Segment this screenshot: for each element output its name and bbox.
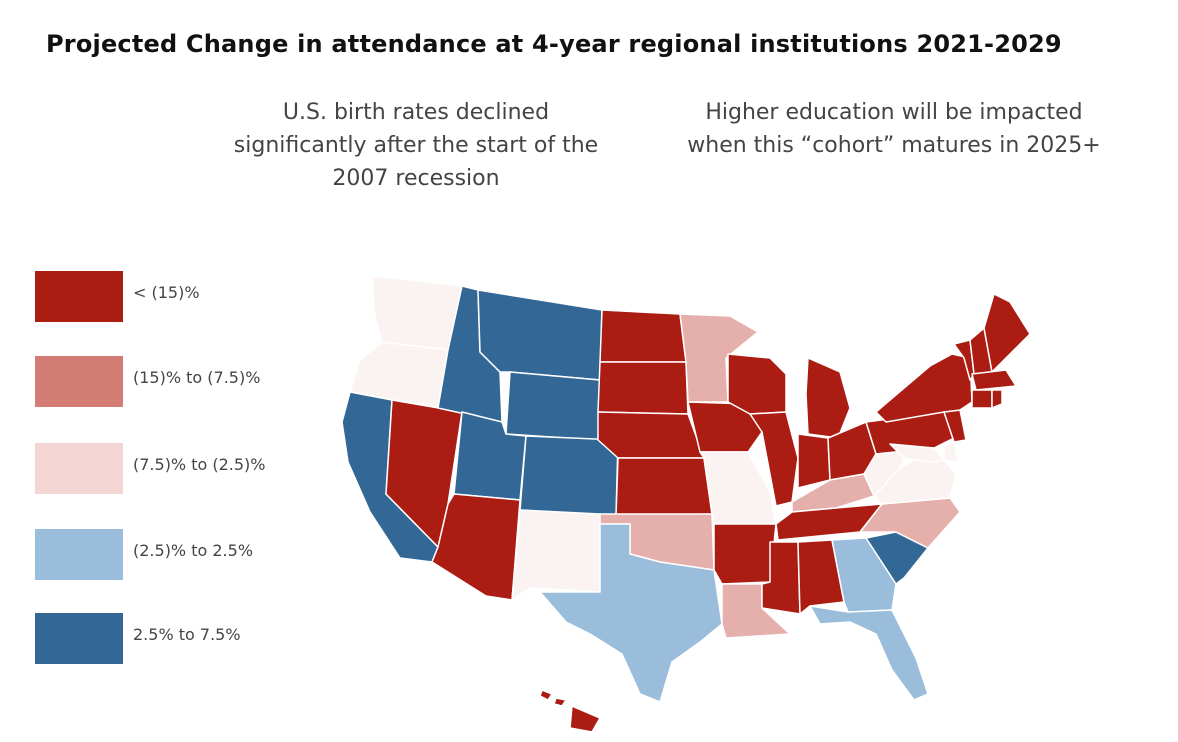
- legend-item: < (15)%: [35, 271, 315, 322]
- legend-swatch: [35, 356, 123, 407]
- state-ME: [983, 293, 1031, 373]
- state-MA: [971, 369, 1017, 391]
- state-KS: [615, 457, 713, 517]
- state-AL: [797, 539, 845, 615]
- state-MT: [477, 289, 603, 381]
- state-HI: [539, 689, 601, 732]
- state-MD: [889, 443, 945, 463]
- state-MI: [805, 357, 851, 439]
- state-NE: [597, 411, 705, 459]
- state-WI: [727, 353, 787, 415]
- legend-swatch: [35, 529, 123, 580]
- state-ND: [599, 309, 687, 363]
- state-CO: [519, 435, 619, 517]
- state-RI: [991, 389, 1003, 409]
- legend-swatch: [35, 271, 123, 322]
- state-IN: [797, 433, 831, 489]
- legend: < (15)% (15)% to (7.5)% (7.5)% to (2.5)%…: [35, 271, 315, 671]
- state-SC: [865, 531, 929, 585]
- state-DE: [943, 441, 959, 463]
- note-birth-rates: U.S. birth rates declined significantly …: [233, 100, 599, 191]
- legend-swatch: [35, 613, 123, 664]
- state-FL: [809, 605, 929, 701]
- state-TX: [539, 523, 723, 703]
- state-CT: [971, 389, 993, 409]
- state-SD: [597, 361, 689, 415]
- page-title: Projected Change in attendance at 4-year…: [46, 30, 1062, 58]
- legend-label: (7.5)% to (2.5)%: [133, 455, 266, 474]
- state-WA: [371, 275, 463, 351]
- state-WY: [505, 371, 601, 441]
- legend-item: (2.5)% to 2.5%: [35, 529, 315, 580]
- legend-item: (15)% to (7.5)%: [35, 356, 315, 407]
- legend-label: < (15)%: [133, 283, 200, 302]
- legend-item: (7.5)% to (2.5)%: [35, 443, 315, 494]
- legend-swatch: [35, 443, 123, 494]
- state-NM: [511, 509, 601, 601]
- state-MO: [699, 451, 777, 525]
- note-cohort-impact: Higher education will be impacted when t…: [687, 100, 1101, 158]
- legend-label: 2.5% to 7.5%: [133, 625, 241, 644]
- state-AR: [713, 523, 777, 585]
- legend-label: (15)% to (7.5)%: [133, 368, 261, 387]
- state-MN: [679, 313, 759, 403]
- legend-label: (2.5)% to 2.5%: [133, 541, 254, 560]
- legend-item: 2.5% to 7.5%: [35, 613, 315, 664]
- us-choropleth-map: [341, 275, 1031, 732]
